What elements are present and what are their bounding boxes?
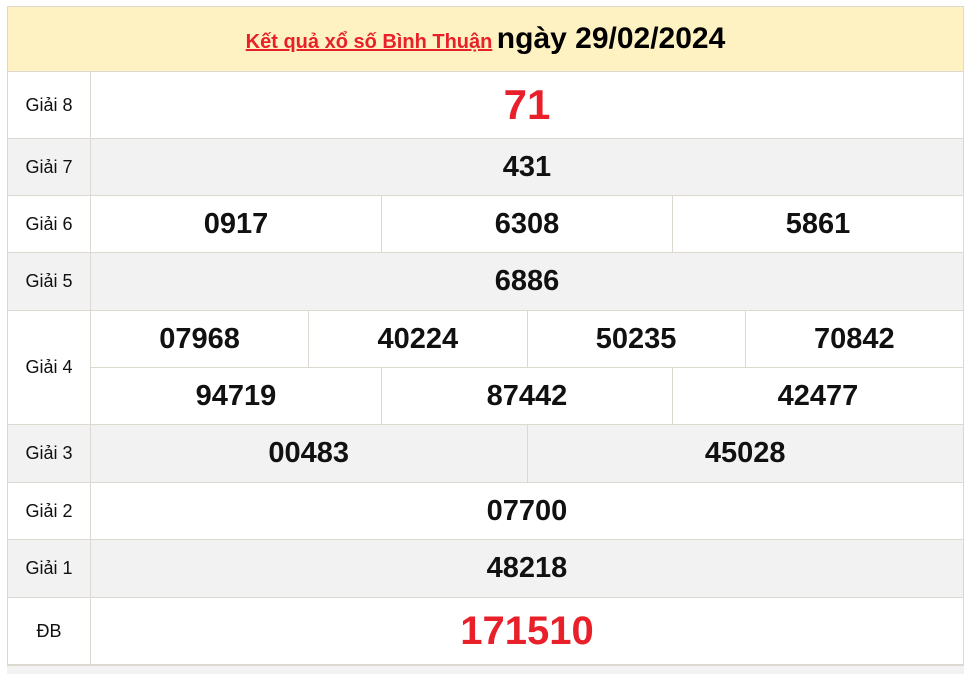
- prize-number: 00483: [90, 424, 528, 483]
- prize-number: 71: [90, 71, 964, 139]
- prize-number: 48218: [90, 539, 964, 598]
- prize-number: 07968: [89, 310, 310, 368]
- prize-row-g4-second: 94719 87442 42477: [8, 367, 964, 425]
- prize-number: 70842: [744, 310, 965, 368]
- prize-label: Giải 3: [7, 424, 91, 483]
- prize-label: Giải 8: [7, 71, 91, 139]
- prize-row-g4: Giải 4 07968 40224 50235 70842: [7, 310, 965, 425]
- prize-row-g5: Giải 5 6886: [7, 252, 964, 311]
- prize-number: 5861: [672, 195, 964, 253]
- lottery-results-table: Kết quả xổ số Bình Thuận ngày 29/02/2024…: [7, 6, 965, 665]
- prize-label: Giải 2: [7, 482, 91, 540]
- prize-row-g7: Giải 7 431: [7, 138, 964, 196]
- prize-row-g1: Giải 1 48218: [7, 539, 964, 598]
- prize-number: 0917: [90, 195, 382, 253]
- special-prize-number: 171510: [90, 597, 964, 665]
- prize-number: 07700: [90, 482, 964, 540]
- prize-label: ĐB: [7, 597, 91, 665]
- prize-label: Giải 5: [7, 252, 91, 311]
- prize-row-g3: Giải 3 00483 45028: [7, 424, 964, 483]
- prize-number: 94719: [90, 367, 382, 425]
- prize-label: Giải 7: [7, 138, 91, 196]
- prize-label: Giải 6: [7, 195, 91, 253]
- prize-number: 50235: [526, 310, 746, 368]
- results-header: Kết quả xổ số Bình Thuận ngày 29/02/2024: [7, 6, 964, 72]
- prize-number: 6886: [90, 252, 964, 311]
- prize-number: 40224: [308, 310, 528, 368]
- prize-row-g6: Giải 6 0917 6308 5861: [7, 195, 964, 253]
- prize-row-g2: Giải 2 07700: [7, 482, 964, 540]
- prize-number: 87442: [381, 367, 673, 425]
- province-results-link[interactable]: Kết quả xổ số Bình Thuận: [245, 31, 493, 53]
- prize-number: 6308: [381, 195, 673, 253]
- prize-number: 42477: [672, 367, 964, 425]
- prize-number: 45028: [526, 424, 964, 483]
- prize-row-g8: Giải 8 71: [7, 71, 964, 139]
- prize-label: Giải 1: [7, 539, 91, 598]
- results-date: ngày 29/02/2024: [496, 22, 726, 55]
- next-table-edge: [7, 664, 964, 674]
- prize-row-special: ĐB 171510: [7, 597, 964, 665]
- prize-number: 431: [90, 138, 964, 196]
- prize-label: Giải 4: [7, 310, 91, 425]
